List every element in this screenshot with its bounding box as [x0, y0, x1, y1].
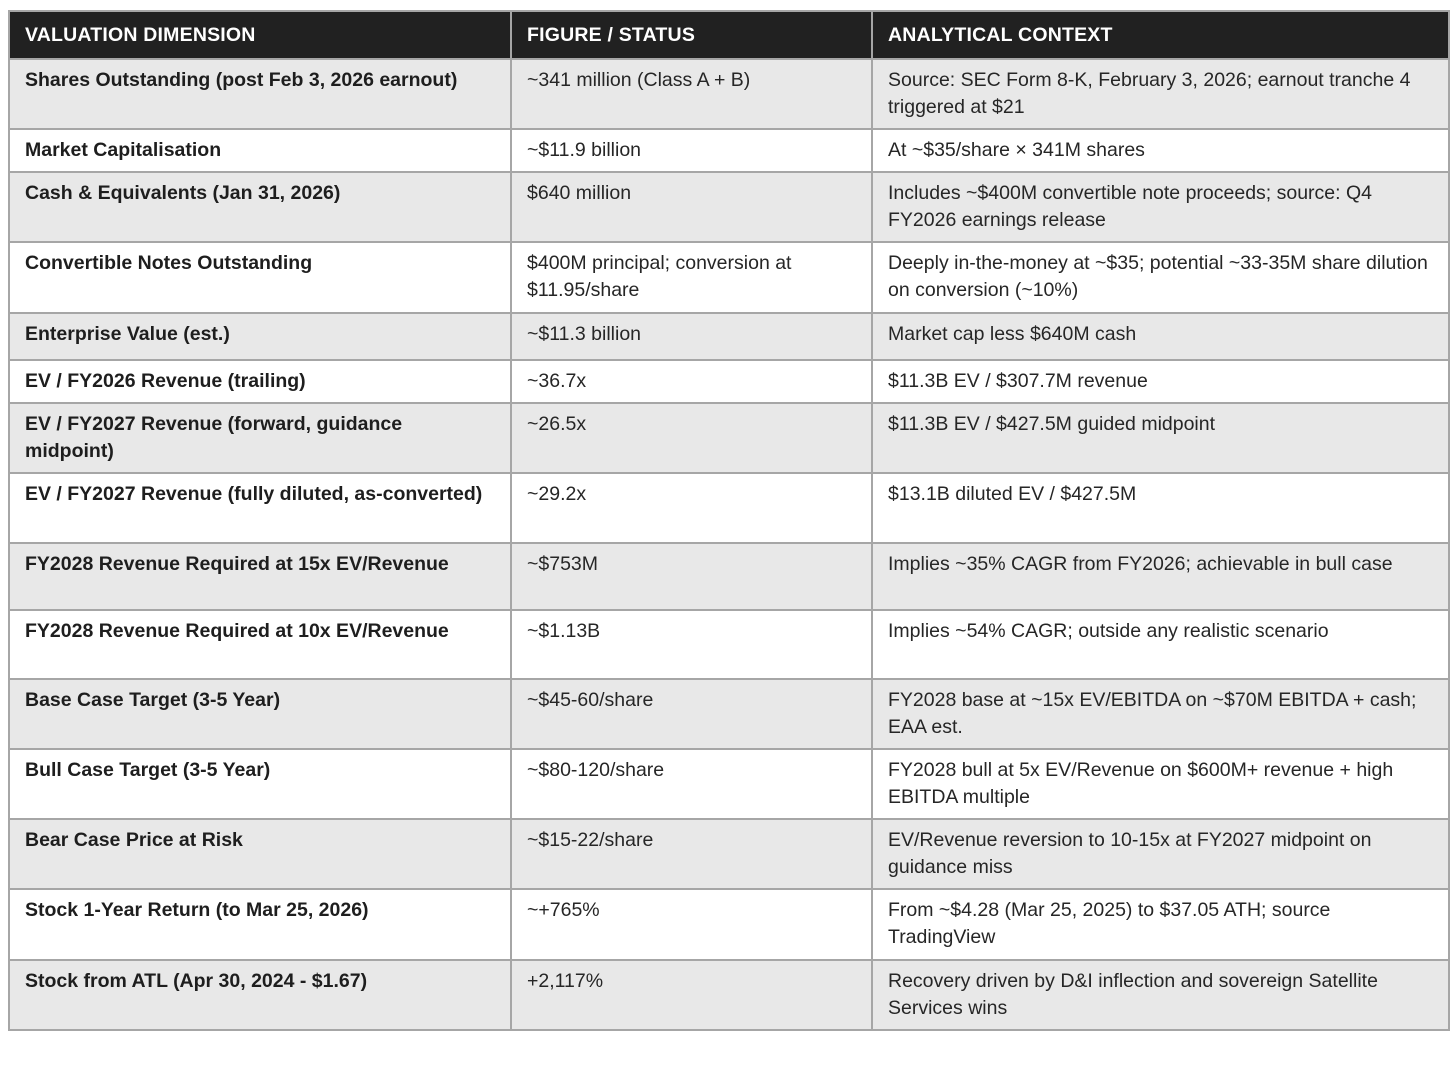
dimension-cell: Market Capitalisation — [8, 128, 512, 173]
figure-cell: ~$15-22/share — [510, 818, 873, 890]
table-row: Market Capitalisation ~$11.9 billion At … — [8, 128, 1450, 173]
table-row: EV / FY2026 Revenue (trailing) ~36.7x $1… — [8, 359, 1450, 404]
table-row: FY2028 Revenue Required at 10x EV/Revenu… — [8, 609, 1450, 680]
table-row: Bull Case Target (3-5 Year) ~$80-120/sha… — [8, 748, 1450, 820]
figure-cell: ~36.7x — [510, 359, 873, 404]
table-row: EV / FY2027 Revenue (fully diluted, as-c… — [8, 472, 1450, 544]
table-row: Cash & Equivalents (Jan 31, 2026) $640 m… — [8, 171, 1450, 243]
figure-cell: ~$1.13B — [510, 609, 873, 680]
column-header-valuation-dimension: VALUATION DIMENSION — [8, 10, 512, 60]
context-cell: From ~$4.28 (Mar 25, 2025) to $37.05 ATH… — [871, 888, 1450, 961]
table-row: EV / FY2027 Revenue (forward, guidance m… — [8, 402, 1450, 474]
table-row: Enterprise Value (est.) ~$11.3 billion M… — [8, 312, 1450, 361]
table-row: Base Case Target (3-5 Year) ~$45-60/shar… — [8, 678, 1450, 750]
table-row: Bear Case Price at Risk ~$15-22/share EV… — [8, 818, 1450, 890]
context-cell: Recovery driven by D&I inflection and so… — [871, 959, 1450, 1031]
figure-cell: +2,117% — [510, 959, 873, 1031]
dimension-cell: FY2028 Revenue Required at 15x EV/Revenu… — [8, 542, 512, 611]
context-cell: Implies ~54% CAGR; outside any realistic… — [871, 609, 1450, 680]
context-cell: FY2028 base at ~15x EV/EBITDA on ~$70M E… — [871, 678, 1450, 750]
figure-cell: ~341 million (Class A + B) — [510, 58, 873, 130]
dimension-cell: Shares Outstanding (post Feb 3, 2026 ear… — [8, 58, 512, 130]
context-cell: At ~$35/share × 341M shares — [871, 128, 1450, 173]
table-row: Shares Outstanding (post Feb 3, 2026 ear… — [8, 58, 1450, 130]
context-cell: Deeply in-the-money at ~$35; potential ~… — [871, 241, 1450, 314]
figure-cell: $640 million — [510, 171, 873, 243]
context-cell: Source: SEC Form 8-K, February 3, 2026; … — [871, 58, 1450, 130]
figure-cell: ~$45-60/share — [510, 678, 873, 750]
dimension-cell: EV / FY2027 Revenue (forward, guidance m… — [8, 402, 512, 474]
figure-cell: ~$11.9 billion — [510, 128, 873, 173]
column-header-analytical-context: ANALYTICAL CONTEXT — [871, 10, 1450, 60]
dimension-cell: Bull Case Target (3-5 Year) — [8, 748, 512, 820]
figure-cell: ~$753M — [510, 542, 873, 611]
dimension-cell: Enterprise Value (est.) — [8, 312, 512, 361]
dimension-cell: Stock 1-Year Return (to Mar 25, 2026) — [8, 888, 512, 961]
dimension-cell: EV / FY2027 Revenue (fully diluted, as-c… — [8, 472, 512, 544]
context-cell: $11.3B EV / $307.7M revenue — [871, 359, 1450, 404]
figure-cell: ~+765% — [510, 888, 873, 961]
figure-cell: ~29.2x — [510, 472, 873, 544]
dimension-cell: EV / FY2026 Revenue (trailing) — [8, 359, 512, 404]
header-row: VALUATION DIMENSION FIGURE / STATUS ANAL… — [8, 10, 1450, 60]
table-header: VALUATION DIMENSION FIGURE / STATUS ANAL… — [8, 10, 1450, 60]
table-row: FY2028 Revenue Required at 15x EV/Revenu… — [8, 542, 1450, 611]
table-row: Convertible Notes Outstanding $400M prin… — [8, 241, 1450, 314]
figure-cell: ~$80-120/share — [510, 748, 873, 820]
table-row: Stock from ATL (Apr 30, 2024 - $1.67) +2… — [8, 959, 1450, 1031]
dimension-cell: Bear Case Price at Risk — [8, 818, 512, 890]
dimension-cell: FY2028 Revenue Required at 10x EV/Revenu… — [8, 609, 512, 680]
table-body: Shares Outstanding (post Feb 3, 2026 ear… — [8, 58, 1450, 1031]
context-cell: Includes ~$400M convertible note proceed… — [871, 171, 1450, 243]
dimension-cell: Base Case Target (3-5 Year) — [8, 678, 512, 750]
table-row: Stock 1-Year Return (to Mar 25, 2026) ~+… — [8, 888, 1450, 961]
context-cell: Market cap less $640M cash — [871, 312, 1450, 361]
valuation-table: VALUATION DIMENSION FIGURE / STATUS ANAL… — [8, 10, 1450, 1031]
column-header-figure-status: FIGURE / STATUS — [510, 10, 873, 60]
dimension-cell: Stock from ATL (Apr 30, 2024 - $1.67) — [8, 959, 512, 1031]
context-cell: $11.3B EV / $427.5M guided midpoint — [871, 402, 1450, 474]
figure-cell: $400M principal; conversion at $11.95/sh… — [510, 241, 873, 314]
context-cell: Implies ~35% CAGR from FY2026; achievabl… — [871, 542, 1450, 611]
dimension-cell: Cash & Equivalents (Jan 31, 2026) — [8, 171, 512, 243]
context-cell: $13.1B diluted EV / $427.5M — [871, 472, 1450, 544]
figure-cell: ~26.5x — [510, 402, 873, 474]
figure-cell: ~$11.3 billion — [510, 312, 873, 361]
context-cell: EV/Revenue reversion to 10-15x at FY2027… — [871, 818, 1450, 890]
dimension-cell: Convertible Notes Outstanding — [8, 241, 512, 314]
context-cell: FY2028 bull at 5x EV/Revenue on $600M+ r… — [871, 748, 1450, 820]
